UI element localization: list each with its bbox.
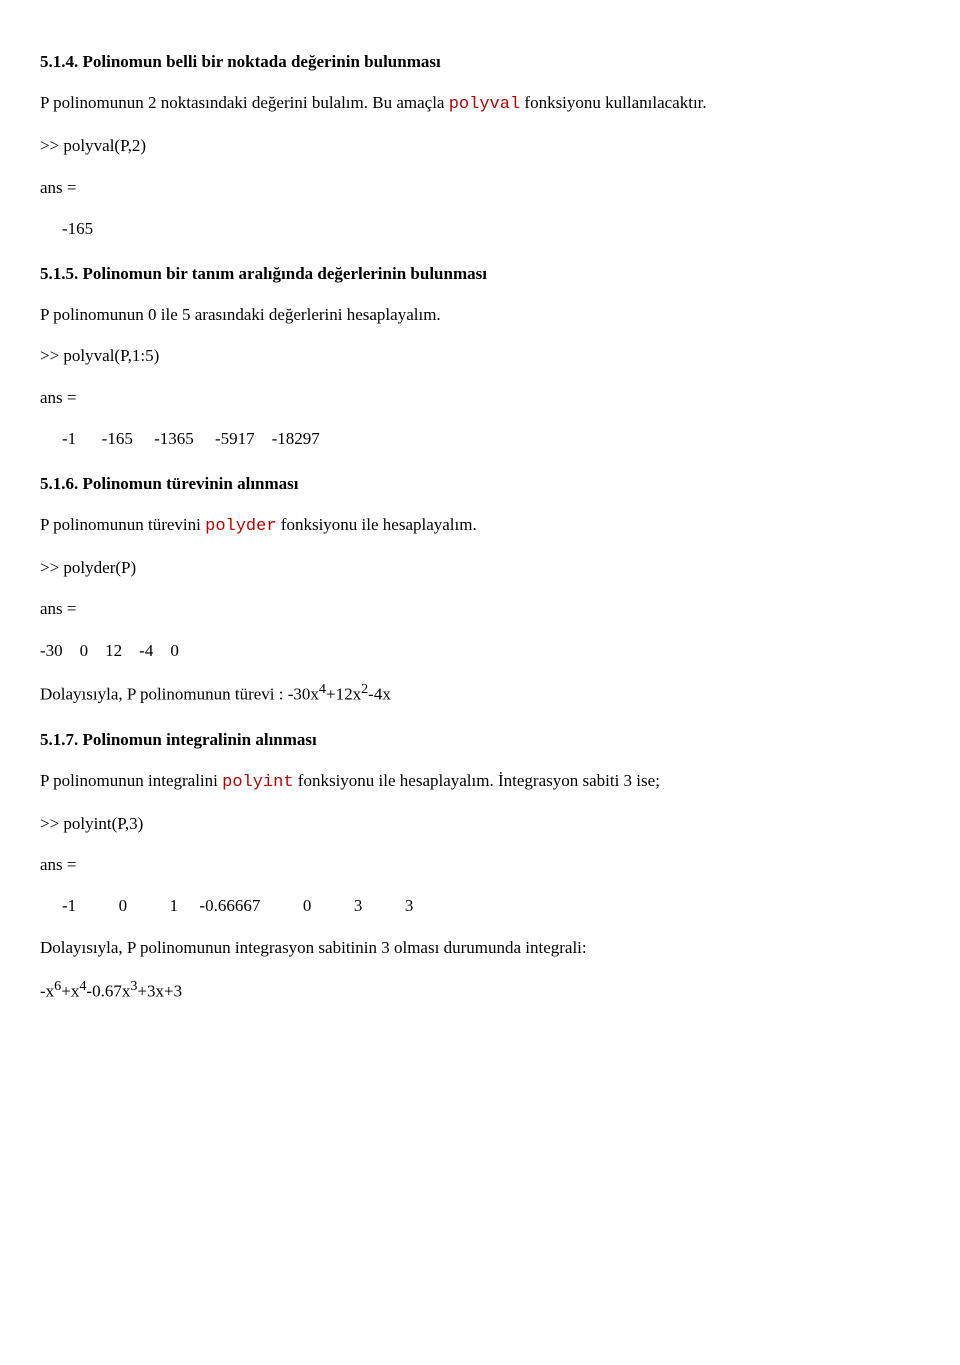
text: P polinomunun türevini [40, 515, 205, 534]
command-line: >> polyder(P) [40, 554, 920, 581]
paragraph: Dolayısıyla, P polinomunun integrasyon s… [40, 934, 920, 961]
ans-label: ans = [40, 595, 920, 622]
paragraph: P polinomunun integralini polyint fonksi… [40, 767, 920, 796]
text: +x [61, 981, 79, 1000]
command-line: >> polyval(P,1:5) [40, 342, 920, 369]
result-value: -165 [62, 215, 920, 242]
code-inline: polyder [205, 517, 276, 536]
paragraph: P polinomunun 2 noktasındaki değerini bu… [40, 89, 920, 118]
code-inline: polyint [222, 773, 293, 792]
superscript: 4 [319, 681, 326, 697]
result-value: -30 0 12 -4 0 [40, 637, 920, 664]
text: P polinomunun integralini [40, 771, 222, 790]
section-heading: 5.1.4. Polinomun belli bir noktada değer… [40, 48, 920, 75]
text: +3x+3 [137, 981, 182, 1000]
text: fonksiyonu ile hesaplayalım. [277, 515, 477, 534]
command-line: >> polyint(P,3) [40, 810, 920, 837]
result-value: -1 0 1 -0.66667 0 3 3 [62, 892, 920, 919]
text: P polinomunun 2 noktasındaki değerini bu… [40, 93, 449, 112]
text: fonksiyonu ile hesaplayalım. İntegrasyon… [294, 771, 660, 790]
ans-label: ans = [40, 174, 920, 201]
paragraph: P polinomunun 0 ile 5 arasındaki değerle… [40, 301, 920, 328]
text: -x [40, 981, 54, 1000]
text: +12x [326, 684, 361, 703]
paragraph: P polinomunun türevini polyder fonksiyon… [40, 511, 920, 540]
section-heading: 5.1.5. Polinomun bir tanım aralığında de… [40, 260, 920, 287]
section-heading: 5.1.7. Polinomun integralinin alınması [40, 726, 920, 753]
text: Dolayısıyla, P polinomunun türevi : -30x [40, 684, 319, 703]
text: fonksiyonu kullanılacaktır. [520, 93, 707, 112]
code-inline: polyval [449, 95, 520, 114]
ans-label: ans = [40, 384, 920, 411]
section-heading: 5.1.6. Polinomun türevinin alınması [40, 470, 920, 497]
text: -0.67x [86, 981, 130, 1000]
result-value: -1 -165 -1365 -5917 -18297 [62, 425, 920, 452]
ans-label: ans = [40, 851, 920, 878]
paragraph: -x6+x4-0.67x3+3x+3 [40, 975, 920, 1005]
text: -4x [368, 684, 391, 703]
paragraph: Dolayısıyla, P polinomunun türevi : -30x… [40, 678, 920, 708]
command-line: >> polyval(P,2) [40, 132, 920, 159]
